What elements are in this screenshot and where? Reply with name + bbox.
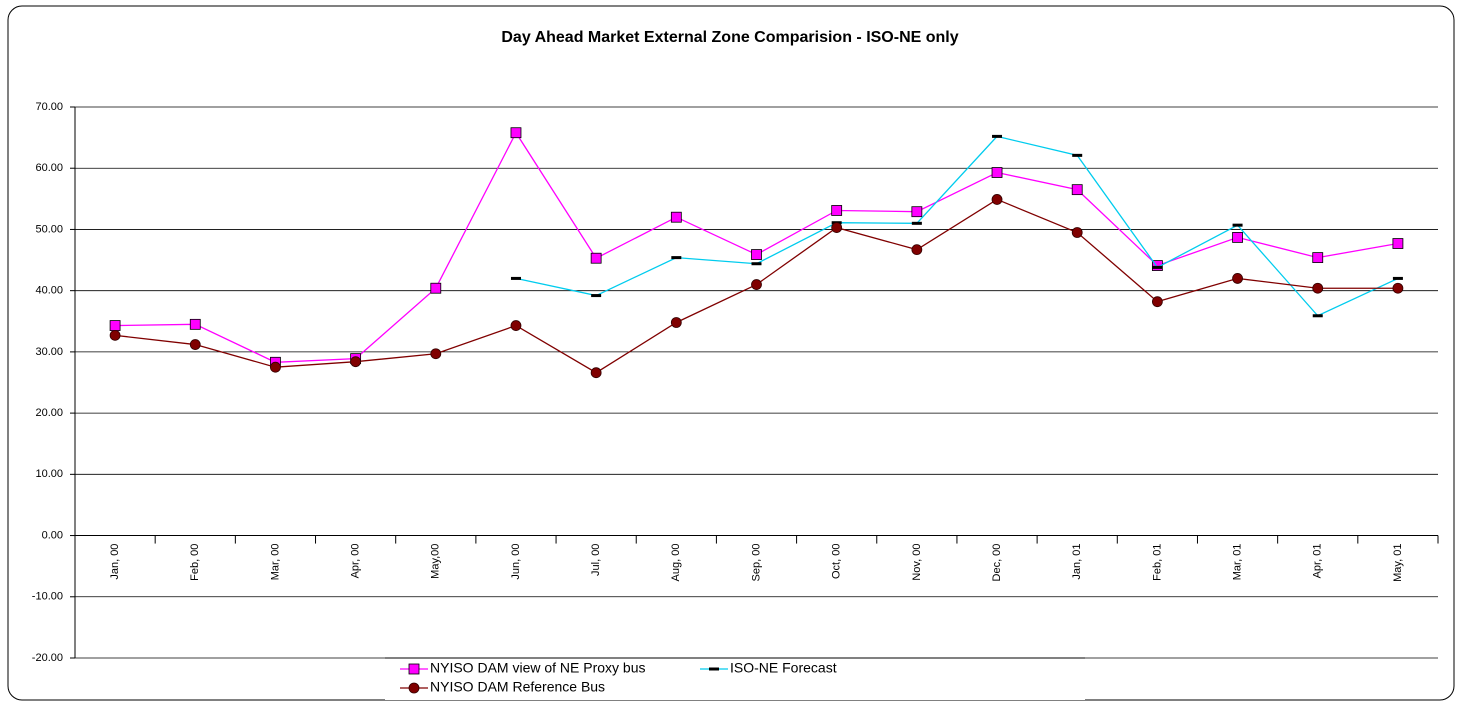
x-tick-label: Nov, 00 <box>911 544 923 581</box>
y-tick-label: 10.00 <box>35 468 63 480</box>
marker <box>1392 238 1404 249</box>
marker <box>109 320 121 331</box>
x-tick-label: Apr, 01 <box>1312 544 1324 579</box>
marker <box>751 279 762 290</box>
x-tick-label: Dec, 00 <box>991 544 1003 582</box>
marker <box>270 361 281 373</box>
marker <box>992 134 1003 138</box>
marker <box>670 211 682 223</box>
marker <box>831 205 843 216</box>
x-tick-label: Mar, 01 <box>1231 544 1243 581</box>
marker <box>1232 232 1243 243</box>
x-tick-label: Jun, 00 <box>510 544 522 580</box>
marker <box>670 317 682 328</box>
x-tick-label: Mar, 00 <box>269 544 281 581</box>
x-tick-label: Sep, 00 <box>750 544 762 582</box>
x-tick-label: May,00 <box>430 544 442 579</box>
x-tick-label: Feb, 00 <box>189 544 201 581</box>
x-tick-label: Oct, 00 <box>831 544 843 579</box>
y-tick-label: 60.00 <box>35 162 63 174</box>
marker <box>671 256 682 260</box>
x-tick-label: May, 01 <box>1392 544 1404 582</box>
marker <box>591 294 602 298</box>
x-tick-label: Aug, 00 <box>670 544 682 582</box>
marker <box>510 127 522 139</box>
marker <box>911 221 922 225</box>
marker <box>911 206 923 218</box>
series-line <box>515 135 1399 317</box>
marker <box>510 320 522 331</box>
marker <box>1312 282 1324 294</box>
y-tick-label: 40.00 <box>35 285 63 297</box>
y-tick-label: 0.00 <box>42 529 63 541</box>
legend-marker <box>408 663 420 675</box>
legend-label: ISO-NE Forecast <box>730 660 837 676</box>
marker <box>1392 282 1404 294</box>
y-tick-label: -20.00 <box>32 652 63 664</box>
marker <box>1312 314 1323 318</box>
marker <box>1071 184 1083 196</box>
marker <box>751 249 762 260</box>
marker <box>751 262 762 266</box>
y-tick-label: 20.00 <box>35 407 63 419</box>
marker <box>430 348 442 360</box>
y-tick-label: 30.00 <box>35 346 63 358</box>
marker <box>430 282 442 294</box>
chart-title: Day Ahead Market External Zone Comparisi… <box>501 29 958 46</box>
marker <box>590 252 602 264</box>
legend-marker <box>709 667 719 671</box>
x-tick-label: Jan, 00 <box>109 544 121 580</box>
marker <box>189 339 201 350</box>
marker <box>1392 276 1403 280</box>
marker <box>1232 273 1243 284</box>
marker <box>1071 227 1083 238</box>
legend-label: NYISO DAM view of NE Proxy bus <box>430 660 646 676</box>
marker <box>350 356 362 368</box>
marker <box>109 329 121 341</box>
marker <box>1152 265 1163 269</box>
marker <box>1232 223 1243 227</box>
x-tick-label: Jan, 01 <box>1071 544 1083 580</box>
marker <box>510 276 521 280</box>
marker <box>911 244 923 256</box>
x-tick-label: Apr, 00 <box>350 544 362 579</box>
legend-label: NYISO DAM Reference Bus <box>430 679 605 695</box>
marker <box>991 194 1003 205</box>
marker <box>1312 252 1324 264</box>
y-tick-label: -10.00 <box>32 591 63 603</box>
legend <box>385 658 1085 700</box>
marker <box>831 222 843 234</box>
marker <box>1072 153 1083 157</box>
marker <box>1151 260 1163 271</box>
marker <box>1151 296 1163 308</box>
marker <box>189 318 201 330</box>
x-tick-label: Feb, 01 <box>1151 544 1163 581</box>
legend-marker <box>408 682 420 694</box>
marker <box>590 367 602 379</box>
marker <box>991 167 1003 178</box>
y-tick-label: 50.00 <box>35 223 63 235</box>
x-tick-label: Jul, 00 <box>590 544 602 576</box>
y-tick-label: 70.00 <box>35 101 63 113</box>
